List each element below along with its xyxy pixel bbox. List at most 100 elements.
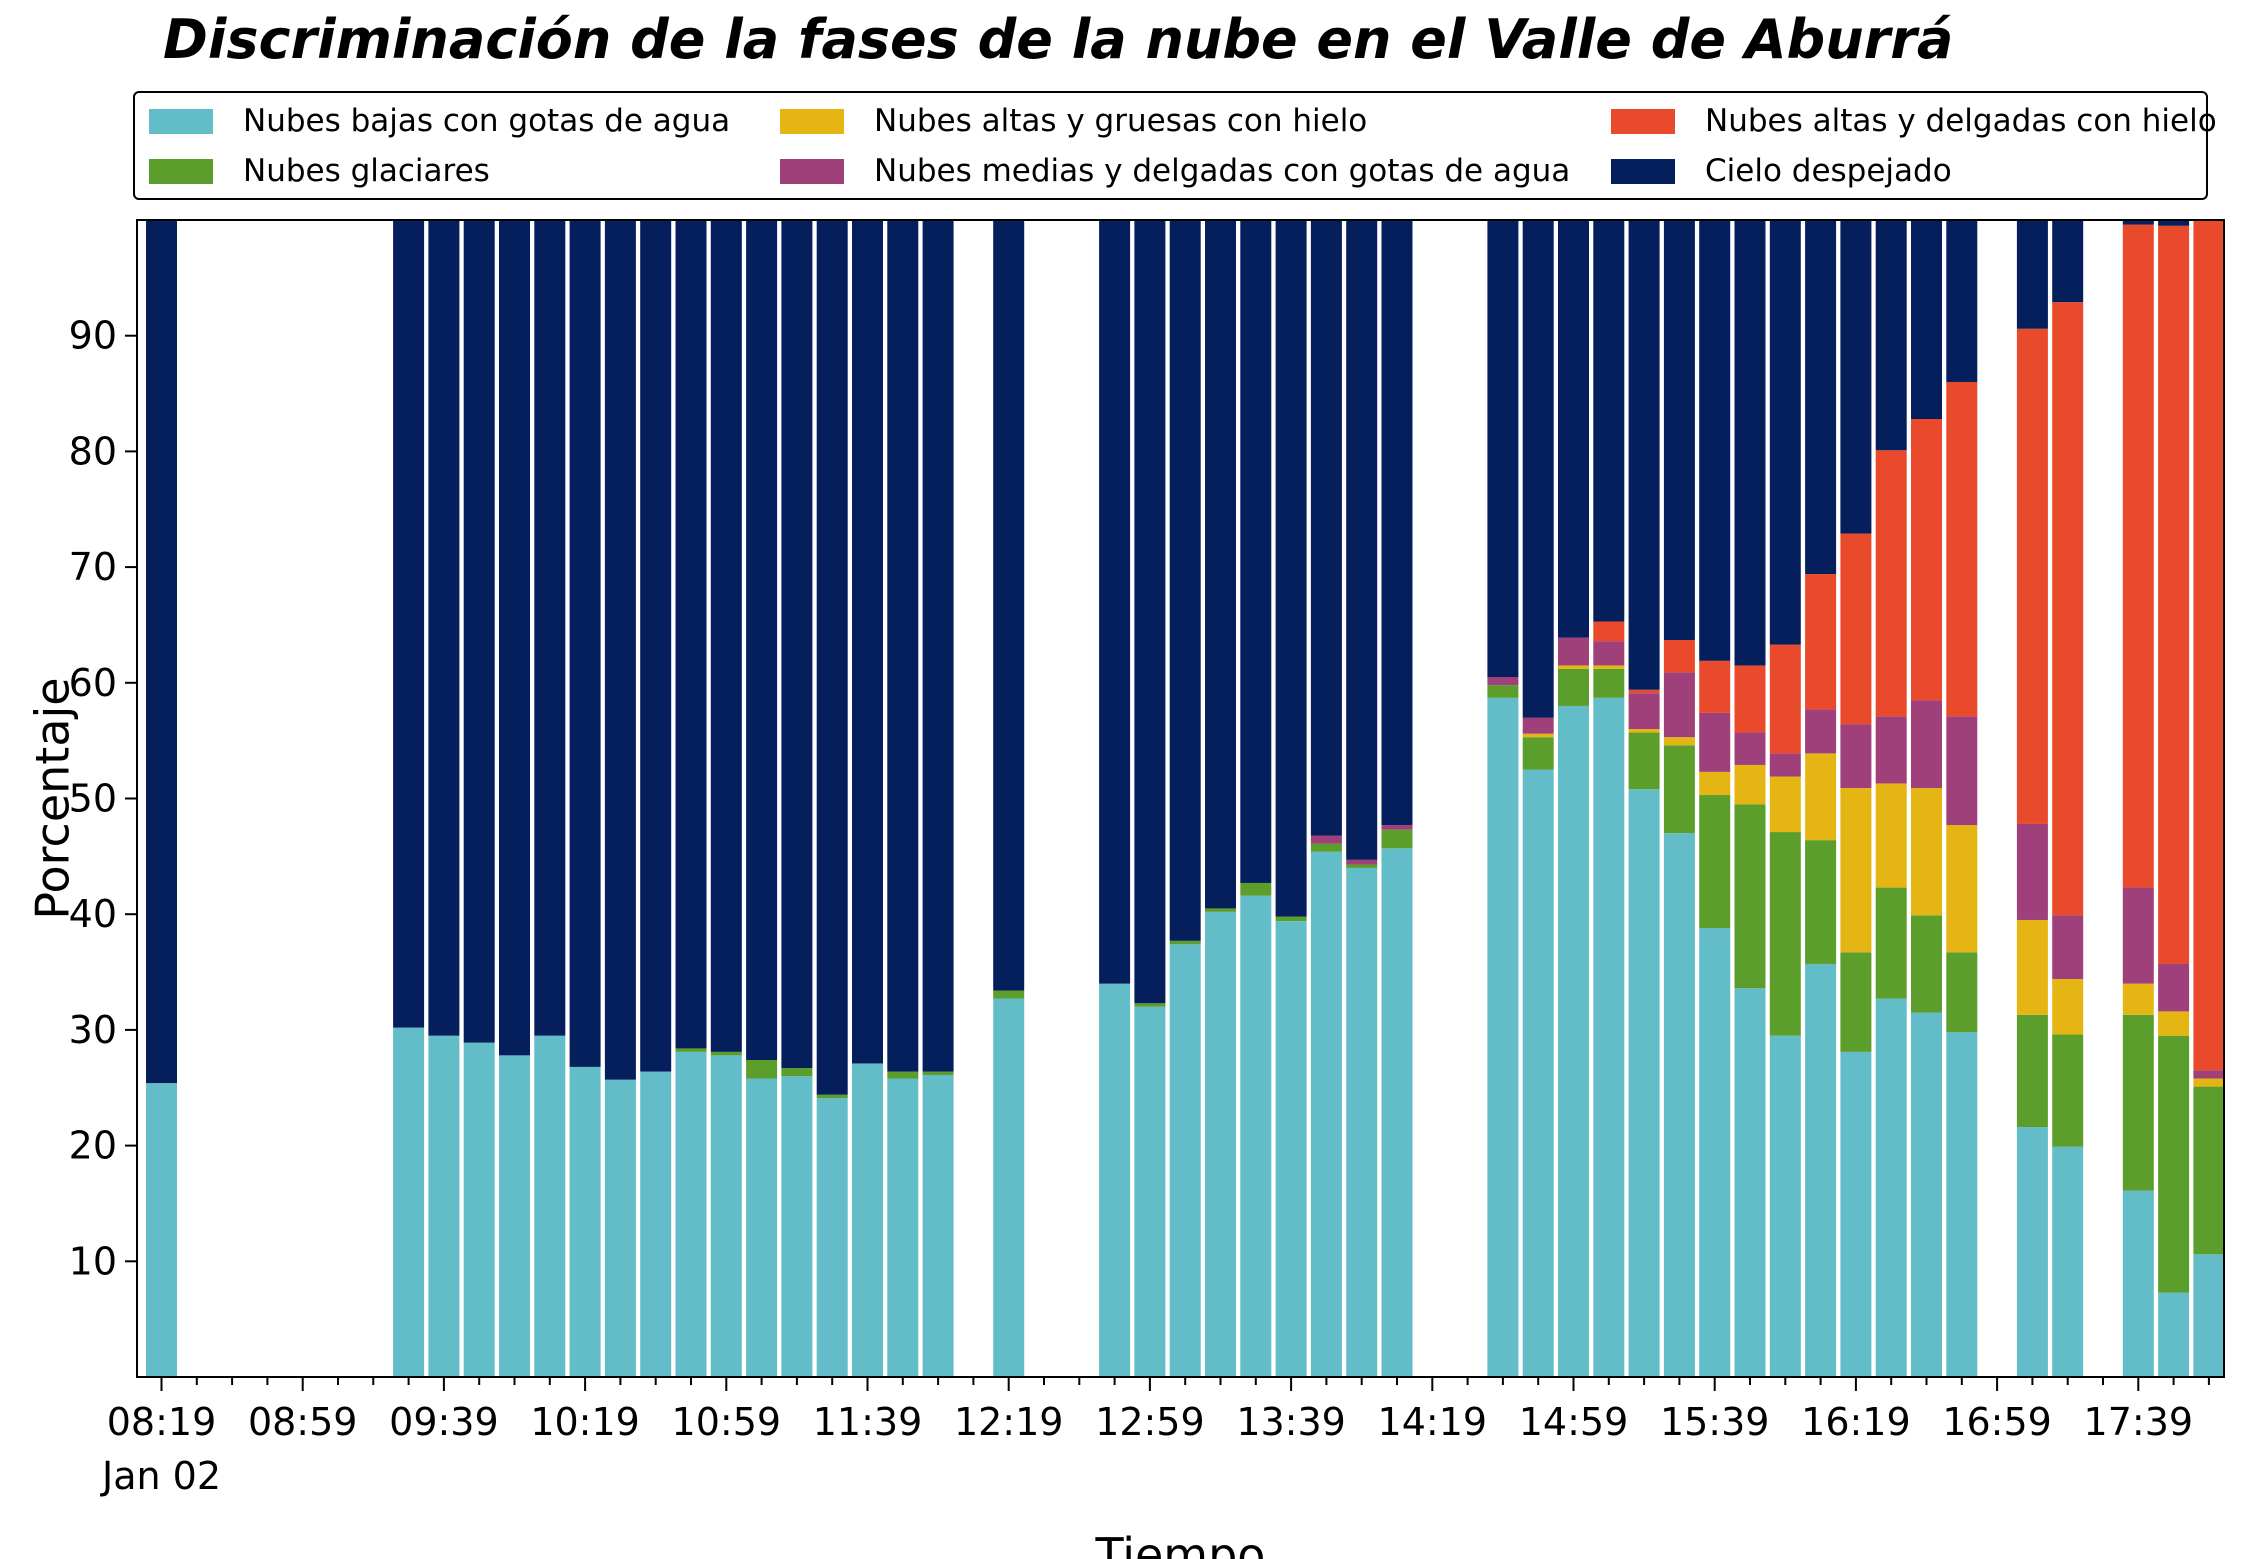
bar-segment-nubes-bajas-con-gotas-de-agua	[887, 1078, 919, 1377]
bar-segment-nubes-medias-y-delgadas-con-gotas-de-agua	[1593, 641, 1625, 666]
bar-segment-nubes-bajas-con-gotas-de-agua	[2016, 1127, 2048, 1377]
bar-segment-nubes-altas-y-delgadas-con-hielo	[1805, 574, 1837, 710]
bar-segment-nubes-altas-y-delgadas-con-hielo	[2193, 220, 2225, 1071]
bar-segment-nubes-bajas-con-gotas-de-agua	[1946, 1032, 1978, 1377]
bar-segment-nubes-bajas-con-gotas-de-agua	[1769, 1035, 1801, 1377]
bar-segment-nubes-glaciares	[1946, 952, 1978, 1033]
y-tick-label: 60	[69, 661, 117, 705]
bar-stack-1029	[604, 220, 636, 1377]
bar-stack-1339	[1275, 220, 1307, 1377]
bar-segment-cielo-despejado	[499, 220, 530, 1056]
bar-segment-nubes-glaciares	[675, 1048, 707, 1052]
y-tick-label: 40	[69, 892, 117, 936]
bar-segment-nubes-altas-y-delgadas-con-hielo	[1734, 665, 1766, 733]
bar-segment-nubes-glaciares	[1805, 840, 1837, 964]
bar-segment-nubes-bajas-con-gotas-de-agua	[710, 1055, 742, 1377]
bar-stack-1259	[1134, 220, 1166, 1377]
bar-segment-nubes-glaciares	[710, 1051, 742, 1056]
bar-segment-nubes-altas-y-delgadas-con-hielo	[1699, 660, 1731, 713]
bar-segment-nubes-altas-y-gruesas-con-hielo	[1805, 753, 1837, 841]
bar-segment-nubes-altas-y-gruesas-con-hielo	[2122, 983, 2154, 1015]
bar-segment-nubes-bajas-con-gotas-de-agua	[640, 1071, 672, 1377]
x-tick-label: 08:19	[107, 1400, 217, 1444]
bar-stack-1629	[1875, 220, 1907, 1377]
legend-swatch	[780, 108, 844, 134]
bar-segment-nubes-glaciares	[887, 1071, 919, 1079]
x-tick-label: 14:19	[1378, 1400, 1488, 1444]
bar-segment-nubes-altas-y-delgadas-con-hielo	[1911, 419, 1942, 701]
bar-segment-nubes-bajas-con-gotas-de-agua	[2052, 1146, 2084, 1377]
bar-segment-cielo-despejado	[1134, 220, 1166, 1004]
bar-stack-1609	[1805, 220, 1837, 1377]
bar-segment-nubes-bajas-con-gotas-de-agua	[781, 1076, 813, 1377]
bar-segment-cielo-despejado	[2158, 220, 2190, 226]
bar-segment-nubes-altas-y-gruesas-con-hielo	[1593, 665, 1625, 669]
x-tick-label: 09:39	[389, 1400, 499, 1444]
bar-segment-nubes-altas-y-delgadas-con-hielo	[1875, 450, 1907, 717]
bar-segment-nubes-medias-y-delgadas-con-gotas-de-agua	[1487, 677, 1519, 686]
bar-segment-cielo-despejado	[1769, 220, 1801, 645]
bar-segment-cielo-despejado	[1593, 220, 1625, 622]
bar-stack-1619	[1840, 220, 1872, 1377]
bar-segment-nubes-medias-y-delgadas-con-gotas-de-agua	[2052, 915, 2084, 979]
bar-segment-cielo-despejado	[1205, 220, 1236, 909]
bar-segment-cielo-despejado	[569, 220, 601, 1067]
bar-segment-cielo-despejado	[746, 220, 778, 1060]
y-tick-label: 90	[69, 314, 117, 358]
bar-segment-cielo-despejado	[993, 220, 1025, 991]
bar-stack-1219	[993, 220, 1025, 1377]
legend-label: Nubes altas y delgadas con hielo	[1705, 103, 2217, 139]
legend-item-mid-thin-water-clouds: Nubes medias y delgadas con gotas de agu…	[780, 151, 1570, 191]
legend-swatch	[780, 158, 844, 184]
bar-segment-nubes-altas-y-gruesas-con-hielo	[2193, 1078, 2225, 1087]
bar-stack-1009	[534, 220, 566, 1377]
bar-segment-cielo-despejado	[534, 220, 566, 1036]
bar-segment-nubes-glaciares	[746, 1059, 778, 1079]
bar-segment-nubes-altas-y-delgadas-con-hielo	[1593, 621, 1625, 642]
bar-stack-0949	[463, 220, 495, 1377]
bar-segment-cielo-despejado	[463, 220, 495, 1043]
x-axis-label: Tiempo	[1095, 1528, 1266, 1559]
bar-segment-nubes-bajas-con-gotas-de-agua	[146, 1083, 177, 1377]
x-tick-label: 14:59	[1519, 1400, 1629, 1444]
bar-segment-nubes-bajas-con-gotas-de-agua	[922, 1075, 954, 1377]
bar-segment-cielo-despejado	[1946, 220, 1978, 382]
bar-segment-nubes-altas-y-gruesas-con-hielo	[1522, 733, 1554, 738]
bar-segment-nubes-bajas-con-gotas-de-agua	[1169, 944, 1201, 1377]
legend-label: Nubes medias y delgadas con gotas de agu…	[874, 153, 1571, 189]
bar-segment-nubes-bajas-con-gotas-de-agua	[675, 1051, 707, 1377]
bar-stack-1249	[1099, 220, 1131, 1377]
bar-segment-nubes-glaciares	[922, 1071, 954, 1076]
bar-segment-nubes-altas-y-gruesas-con-hielo	[2052, 978, 2084, 1035]
bar-segment-cielo-despejado	[1240, 220, 1272, 883]
bar-segment-nubes-medias-y-delgadas-con-gotas-de-agua	[1522, 717, 1554, 734]
bar-segment-nubes-bajas-con-gotas-de-agua	[1805, 963, 1837, 1377]
bar-segment-nubes-bajas-con-gotas-de-agua	[534, 1035, 566, 1377]
bar-segment-nubes-bajas-con-gotas-de-agua	[463, 1042, 495, 1377]
legend: Nubes bajas con gotas de agua Nubes glac…	[133, 91, 2217, 200]
bar-segment-nubes-altas-y-gruesas-con-hielo	[1769, 776, 1801, 833]
chart-title: Discriminación de la fases de la nube en…	[163, 8, 1954, 71]
bar-stack-1559	[1769, 220, 1801, 1377]
bar-segment-nubes-medias-y-delgadas-con-gotas-de-agua	[1381, 825, 1413, 830]
bar-segment-nubes-glaciares	[1628, 732, 1660, 790]
bar-stack-0929	[393, 220, 425, 1377]
bar-stack-1409	[1381, 220, 1413, 1377]
bar-segment-nubes-medias-y-delgadas-con-gotas-de-agua	[1310, 835, 1342, 844]
legend-item-low-water-clouds: Nubes bajas con gotas de agua	[149, 101, 730, 141]
bar-stack-1119	[781, 220, 813, 1377]
x-tick-label: 16:59	[1942, 1400, 2052, 1444]
bar-segment-nubes-medias-y-delgadas-con-gotas-de-agua	[2193, 1070, 2225, 1079]
bar-segment-cielo-despejado	[1628, 220, 1660, 690]
bar-segment-nubes-medias-y-delgadas-con-gotas-de-agua	[1628, 693, 1660, 730]
bar-segment-nubes-altas-y-delgadas-con-hielo	[2052, 302, 2084, 916]
bar-segment-cielo-despejado	[2052, 220, 2084, 303]
bar-stack-1759	[2193, 220, 2225, 1377]
bar-segment-nubes-bajas-con-gotas-de-agua	[1558, 705, 1589, 1377]
bar-segment-nubes-medias-y-delgadas-con-gotas-de-agua	[1663, 672, 1695, 738]
bar-segment-nubes-bajas-con-gotas-de-agua	[393, 1027, 425, 1377]
bar-segment-nubes-medias-y-delgadas-con-gotas-de-agua	[2158, 963, 2190, 1012]
bar-segment-nubes-bajas-con-gotas-de-agua	[569, 1066, 601, 1377]
bar-segment-nubes-altas-y-gruesas-con-hielo	[1875, 783, 1907, 888]
